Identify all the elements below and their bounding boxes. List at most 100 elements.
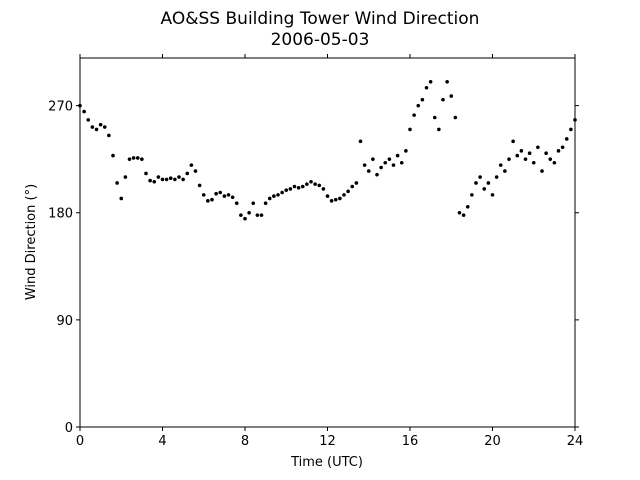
- data-point: [181, 177, 185, 182]
- data-point: [482, 187, 487, 191]
- x-tick-label: 12: [319, 434, 336, 449]
- data-point: [556, 149, 561, 153]
- data-point: [189, 163, 194, 167]
- data-point: [296, 185, 301, 190]
- data-point: [78, 103, 82, 108]
- data-point: [387, 157, 392, 161]
- data-point: [98, 122, 103, 127]
- data-point: [86, 118, 91, 122]
- data-point: [243, 216, 247, 221]
- y-axis-label: Wind Direction (°): [24, 184, 39, 300]
- data-point: [173, 177, 177, 182]
- data-point: [160, 177, 165, 182]
- data-point: [276, 193, 280, 197]
- data-point: [168, 176, 173, 181]
- data-point: [453, 115, 458, 120]
- data-point: [94, 127, 99, 132]
- data-point: [288, 187, 293, 191]
- data-point: [230, 195, 235, 200]
- data-point: [498, 163, 503, 167]
- x-tick-label: 8: [241, 434, 249, 449]
- x-tick-label: 4: [158, 434, 166, 449]
- data-point: [523, 157, 528, 161]
- data-point: [371, 157, 375, 161]
- data-point: [490, 193, 495, 197]
- data-point: [527, 151, 532, 156]
- data-point: [115, 181, 119, 185]
- data-point: [329, 199, 334, 203]
- data-point: [234, 201, 239, 206]
- data-point: [358, 139, 363, 144]
- data-point: [135, 156, 140, 160]
- y-tick-label: 0: [65, 421, 73, 436]
- data-point: [272, 194, 276, 198]
- data-point: [82, 109, 86, 114]
- data-point: [177, 175, 181, 179]
- data-point: [395, 153, 400, 158]
- data-point: [342, 193, 346, 197]
- data-point: [201, 193, 206, 197]
- data-point: [185, 171, 190, 176]
- data-point: [263, 201, 268, 206]
- data-point: [267, 196, 272, 201]
- data-point: [564, 137, 569, 141]
- data-point: [197, 183, 202, 188]
- data-point: [226, 193, 231, 197]
- data-point: [152, 179, 157, 184]
- data-point: [531, 160, 536, 165]
- data-point: [362, 163, 367, 167]
- data-point: [441, 97, 445, 102]
- data-point: [317, 183, 322, 188]
- data-point: [437, 127, 441, 132]
- data-point: [305, 182, 309, 186]
- data-point: [474, 181, 478, 185]
- data-point: [552, 160, 557, 165]
- data-point: [428, 80, 433, 84]
- data-point: [416, 103, 421, 108]
- data-point: [338, 196, 342, 201]
- data-point: [247, 210, 251, 215]
- y-tick-label: 270: [48, 100, 73, 115]
- chart-subtitle: 2006-05-03: [271, 30, 370, 50]
- data-point: [519, 149, 524, 153]
- data-point: [90, 125, 95, 129]
- data-point: [569, 127, 573, 132]
- data-point: [313, 182, 317, 186]
- y-tick-label: 180: [48, 207, 73, 222]
- data-point: [540, 169, 544, 173]
- data-point: [140, 157, 144, 161]
- data-point: [255, 213, 260, 217]
- data-point: [325, 194, 330, 198]
- data-point: [107, 133, 111, 138]
- data-point: [164, 177, 169, 182]
- data-point: [515, 153, 520, 158]
- data-point: [399, 160, 404, 165]
- data-point: [503, 169, 507, 173]
- data-point: [206, 199, 210, 203]
- data-point: [573, 118, 577, 122]
- data-point: [251, 201, 256, 206]
- data-point: [560, 145, 565, 150]
- data-point: [465, 204, 470, 209]
- data-point: [280, 190, 284, 195]
- data-point: [449, 94, 454, 98]
- data-point: [321, 187, 326, 191]
- data-point: [494, 175, 499, 179]
- data-point: [259, 213, 264, 217]
- data-point: [210, 197, 214, 202]
- data-point: [333, 197, 338, 202]
- data-point: [470, 193, 474, 197]
- x-tick-label: 20: [484, 434, 501, 449]
- plot-frame: [79, 57, 576, 428]
- data-point: [424, 85, 429, 90]
- data-point: [123, 175, 128, 179]
- data-point: [144, 171, 148, 176]
- data-point: [544, 151, 548, 156]
- data-point: [511, 139, 515, 144]
- data-point: [119, 196, 124, 201]
- data-point: [383, 160, 388, 165]
- data-point: [350, 184, 355, 189]
- data-point: [292, 184, 297, 189]
- data-point: [404, 149, 408, 153]
